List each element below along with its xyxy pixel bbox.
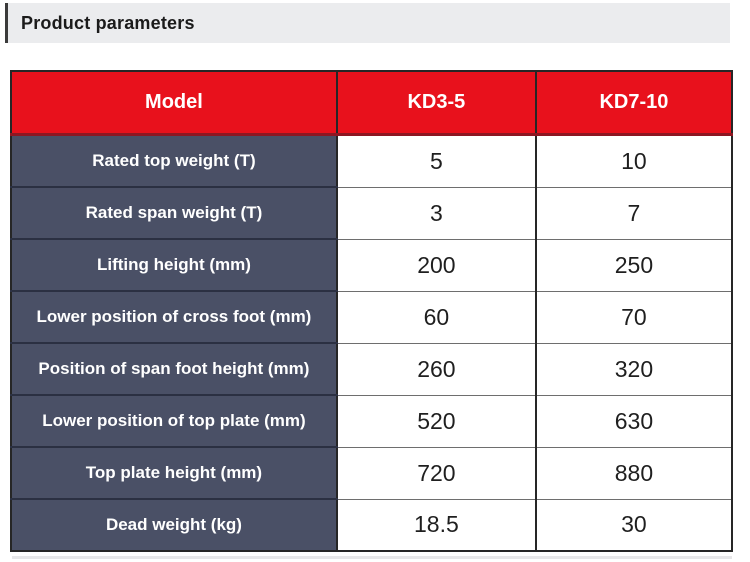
kd3-5-value: 520 <box>335 395 536 448</box>
row-label: Lower position of cross foot (mm) <box>11 291 337 344</box>
table-row-rated-span-weight: Rated span weight (T) 3 7 <box>11 187 732 240</box>
kd7-10-value: 320 <box>534 343 732 396</box>
kd7-10-value: 630 <box>534 395 732 448</box>
product-page-section: Product parameters Model KD3-5 KD7-10 Ra… <box>0 3 750 562</box>
kd3-5-value: 720 <box>335 447 536 500</box>
row-label: Dead weight (kg) <box>11 499 337 551</box>
model-kd7-10-header-cell: KD7-10 <box>534 71 732 136</box>
kd3-5-value: 3 <box>335 187 536 240</box>
section-title-bar: Product parameters <box>5 3 730 43</box>
kd7-10-value: 10 <box>534 134 732 188</box>
kd3-5-value: 5 <box>335 134 536 188</box>
row-label: Rated top weight (T) <box>11 134 337 188</box>
model-kd3-5-header-cell: KD3-5 <box>335 71 536 136</box>
kd7-10-value: 7 <box>534 187 732 240</box>
kd7-10-value: 30 <box>534 499 732 551</box>
table-row-lower-position-top-plate: Lower position of top plate (mm) 520 630 <box>11 395 732 448</box>
kd3-5-value: 60 <box>335 291 536 344</box>
kd7-10-value: 70 <box>534 291 732 344</box>
kd7-10-value: 880 <box>534 447 732 500</box>
row-label: Lifting height (mm) <box>11 239 337 292</box>
table-row-lower-position-cross-foot: Lower position of cross foot (mm) 60 70 <box>11 291 732 344</box>
section-title: Product parameters <box>21 12 195 33</box>
table-row-rated-top-weight: Rated top weight (T) 5 10 <box>11 134 732 188</box>
product-parameters-table: Model KD3-5 KD7-10 Rated top weight (T) … <box>10 70 733 552</box>
kd3-5-value: 18.5 <box>335 499 536 551</box>
table-row-position-span-foot-height: Position of span foot height (mm) 260 32… <box>11 343 732 396</box>
table-row-top-plate-height: Top plate height (mm) 720 880 <box>11 447 732 500</box>
kd3-5-value: 260 <box>335 343 536 396</box>
kd7-10-value: 250 <box>534 239 732 292</box>
kd3-5-value: 200 <box>335 239 536 292</box>
row-label: Top plate height (mm) <box>11 447 337 500</box>
table-header-row: Model KD3-5 KD7-10 <box>11 71 732 136</box>
divider-line <box>12 556 732 559</box>
row-label: Position of span foot height (mm) <box>11 343 337 396</box>
table-row-dead-weight: Dead weight (kg) 18.5 30 <box>11 499 732 551</box>
row-label: Rated span weight (T) <box>11 187 337 240</box>
model-header-cell: Model <box>11 71 337 136</box>
row-label: Lower position of top plate (mm) <box>11 395 337 448</box>
table-row-lifting-height: Lifting height (mm) 200 250 <box>11 239 732 292</box>
